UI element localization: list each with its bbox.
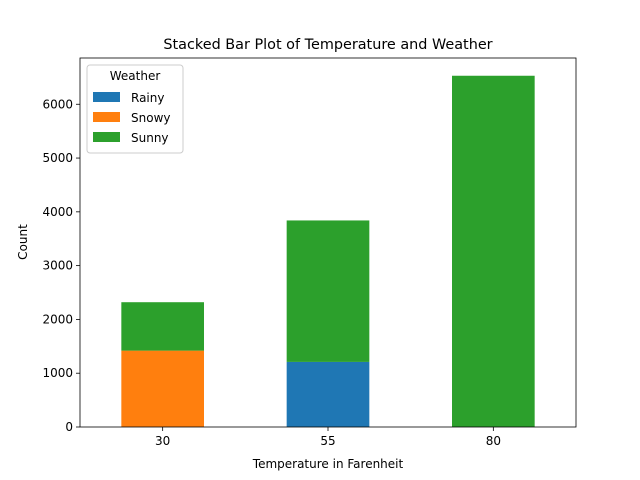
legend-label-rainy: Rainy: [131, 91, 164, 105]
bar-sunny-30: [121, 302, 204, 351]
x-axis-ticks: 30 55 80: [155, 427, 501, 448]
x-tick-label: 30: [155, 434, 170, 448]
y-tick-label: 0: [65, 420, 73, 434]
bar-sunny-80: [452, 75, 535, 427]
legend-swatch-rainy: [93, 92, 120, 102]
y-tick-label: 6000: [42, 97, 73, 111]
legend-items: Rainy Snowy Sunny: [93, 91, 170, 145]
legend-label-sunny: Sunny: [131, 131, 169, 145]
y-tick-label: 3000: [42, 259, 73, 273]
bar-snowy-30: [121, 350, 204, 427]
y-tick-label: 5000: [42, 151, 73, 165]
bar-sunny-55: [286, 220, 370, 362]
y-tick-label: 1000: [42, 366, 73, 380]
axes-frame: [79, 57, 577, 428]
legend: Weather Rainy Snowy Sunny: [86, 64, 184, 154]
y-axis-ticks: 0 1000 2000 3000 4000 5000 6000: [42, 97, 80, 434]
chart-title: Stacked Bar Plot of Temperature and Weat…: [163, 37, 492, 53]
legend-label-snowy: Snowy: [131, 111, 170, 125]
bars-layer: [121, 75, 535, 427]
legend-swatch-snowy: [93, 112, 120, 122]
x-tick-label: 80: [486, 434, 501, 448]
y-axis-label: Count: [16, 224, 30, 260]
y-tick-label: 4000: [42, 205, 73, 219]
legend-title: Weather: [110, 69, 161, 83]
y-tick-label: 2000: [42, 312, 73, 326]
x-axis-label: Temperature in Farenheit: [252, 457, 404, 471]
legend-swatch-sunny: [93, 132, 120, 142]
legend-frame: [86, 64, 184, 154]
bar-rainy-55: [286, 361, 370, 427]
x-tick-label: 55: [320, 434, 335, 448]
